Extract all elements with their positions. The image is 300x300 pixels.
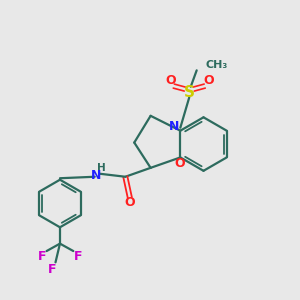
Text: F: F — [38, 250, 46, 263]
Text: H: H — [97, 164, 106, 173]
Text: O: O — [174, 158, 185, 170]
Text: O: O — [124, 196, 134, 209]
Text: S: S — [184, 85, 195, 100]
Text: CH₃: CH₃ — [206, 60, 228, 70]
Text: N: N — [91, 169, 102, 182]
Text: O: O — [203, 74, 214, 87]
Text: F: F — [48, 263, 57, 276]
Text: F: F — [74, 250, 82, 263]
Text: N: N — [169, 120, 179, 133]
Text: O: O — [165, 74, 175, 87]
